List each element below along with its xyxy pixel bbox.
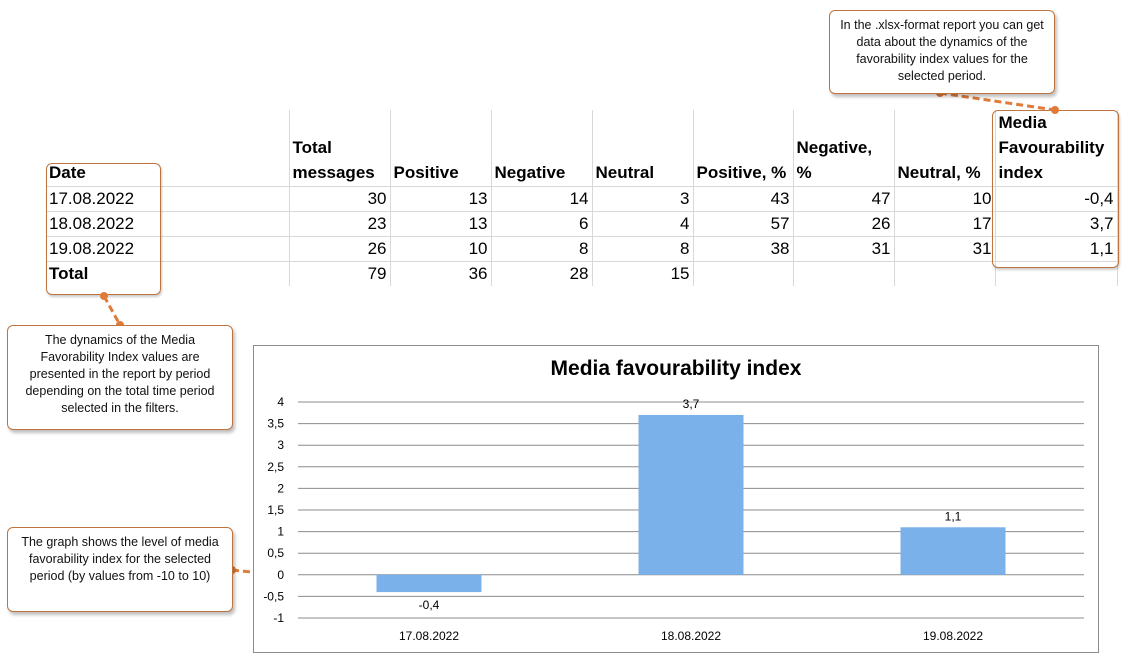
- table-cell: 13: [390, 211, 492, 237]
- table-cell: 8: [491, 236, 593, 262]
- table-row: 19.08.2022 26 10 8 8 38 31 31 1,1: [46, 236, 1118, 262]
- x-tick-label: 17.08.2022: [399, 629, 459, 643]
- y-tick-label: 4: [277, 395, 284, 409]
- column-header: Positive, %: [693, 110, 794, 187]
- y-tick-label: 3: [277, 438, 284, 452]
- table-cell: [894, 261, 996, 286]
- table-cell: 4: [592, 211, 694, 237]
- callout-dynamics: The dynamics of the Media Favorability I…: [7, 325, 233, 430]
- table-cell: [793, 261, 895, 286]
- data-label: 1,1: [945, 509, 962, 523]
- table-cell: 31: [793, 236, 895, 262]
- column-header: Neutral, %: [894, 110, 996, 187]
- table-row: 18.08.2022 23 13 6 4 57 26 17 3,7: [46, 211, 1118, 237]
- table-cell: 30: [289, 186, 391, 212]
- y-tick-label: 2: [277, 481, 284, 495]
- table-cell: 3,7: [995, 211, 1118, 237]
- y-tick-label: -0,5: [263, 589, 284, 603]
- table-cell: 18.08.2022: [46, 211, 290, 237]
- table-cell: 23: [289, 211, 391, 237]
- data-label: -0,4: [419, 598, 440, 612]
- table-cell: 17: [894, 211, 996, 237]
- x-tick-label: 19.08.2022: [923, 629, 983, 643]
- table-cell: 8: [592, 236, 694, 262]
- data-label: 3,7: [683, 397, 700, 411]
- table-cell: 15: [592, 261, 694, 286]
- connector-dot: [100, 292, 108, 300]
- column-header: Date: [46, 110, 290, 187]
- table-total-row: Total 79 36 28 15: [46, 261, 1118, 286]
- table-cell: 57: [693, 211, 794, 237]
- table-cell: [693, 261, 794, 286]
- column-header: Negative, %: [793, 110, 895, 187]
- column-header: Media Favourability index: [995, 110, 1118, 187]
- table-cell: -0,4: [995, 186, 1118, 212]
- y-tick-label: 1: [277, 525, 284, 539]
- bar: [376, 574, 482, 593]
- table-cell: 43: [693, 186, 794, 212]
- table-cell: 13: [390, 186, 492, 212]
- bar: [638, 414, 744, 575]
- connector-dynamics: [102, 295, 122, 326]
- table-cell: Total: [46, 261, 290, 286]
- table-cell: 79: [289, 261, 391, 286]
- y-tick-label: 2,5: [267, 460, 284, 474]
- table-cell: [995, 261, 1118, 286]
- table-cell: 26: [793, 211, 895, 237]
- table-row: 17.08.2022 30 13 14 3 43 47 10 -0,4: [46, 186, 1118, 212]
- table-cell: 47: [793, 186, 895, 212]
- y-tick-label: 1,5: [267, 503, 284, 517]
- table-cell: 14: [491, 186, 593, 212]
- bar-chart: -1 -0,5 0 0,5 1 1,5 2 2,5 3 3,5 4 -0,4 17.08.2022 3,7…: [263, 395, 1084, 643]
- callout-xlsx-report: In the .xlsx-format report you can get d…: [829, 10, 1055, 94]
- x-tick-label: 18.08.2022: [661, 629, 721, 643]
- table-cell: 6: [491, 211, 593, 237]
- table-cell: 3: [592, 186, 694, 212]
- connector-xlsx: [939, 91, 1056, 112]
- table-cell: 26: [289, 236, 391, 262]
- report-table: Date Total messages Positive Negative Neutra…: [46, 110, 1118, 286]
- table-cell: 1,1: [995, 236, 1118, 262]
- column-header: Negative: [491, 110, 593, 187]
- table-cell: 36: [390, 261, 492, 286]
- y-tick-label: -1: [273, 611, 284, 625]
- column-header: Total messages: [289, 110, 391, 187]
- table-cell: 38: [693, 236, 794, 262]
- table-cell: 17.08.2022: [46, 186, 290, 212]
- y-tick-label: 3,5: [267, 417, 284, 431]
- y-tick-label: 0,5: [267, 546, 284, 560]
- table-cell: 31: [894, 236, 996, 262]
- table-cell: 10: [390, 236, 492, 262]
- callout-graph-level: The graph shows the level of media favor…: [7, 527, 233, 612]
- column-header: Neutral: [592, 110, 694, 187]
- table-cell: 28: [491, 261, 593, 286]
- y-tick-label: 0: [277, 568, 284, 582]
- table-cell: 19.08.2022: [46, 236, 290, 262]
- column-header: Positive: [390, 110, 492, 187]
- table-cell: 10: [894, 186, 996, 212]
- bar: [900, 527, 1006, 575]
- chart-title: Media favourability index: [550, 357, 802, 380]
- table-header-row: Date Total messages Positive Negative Neutra…: [46, 110, 1118, 187]
